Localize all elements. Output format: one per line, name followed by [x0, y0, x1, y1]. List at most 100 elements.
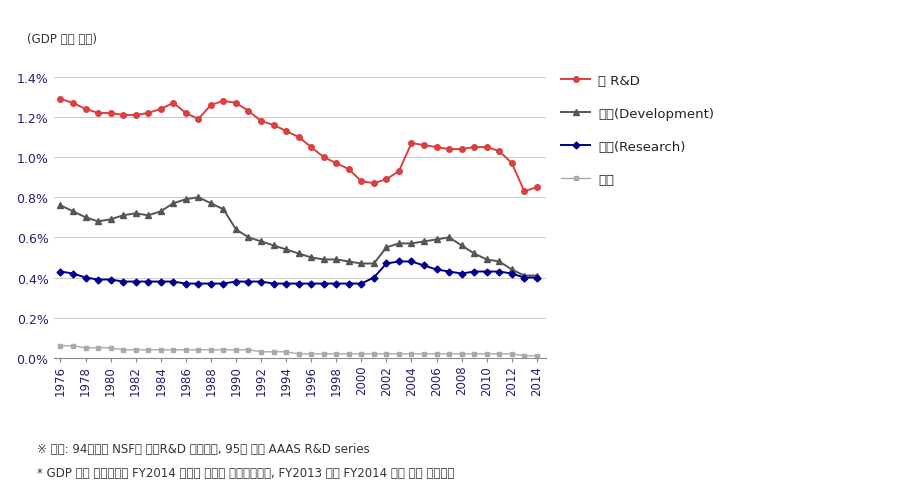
연구(Research) — [306, 281, 317, 287]
시설 — [193, 347, 204, 353]
총 R&D — [142, 111, 153, 117]
총 R&D — [406, 141, 417, 147]
연구(Research) — [418, 263, 429, 269]
Line: 시설: 시설 — [59, 344, 539, 358]
개발(Development) — [469, 251, 480, 257]
시설 — [344, 351, 355, 357]
개발(Development) — [80, 215, 91, 221]
연구(Research) — [318, 281, 329, 287]
총 R&D — [93, 111, 104, 117]
연구(Research) — [380, 261, 391, 267]
연구(Research) — [293, 281, 304, 287]
시설 — [231, 347, 242, 353]
연구(Research) — [344, 281, 355, 287]
시설 — [306, 351, 317, 357]
시설 — [80, 345, 91, 351]
총 R&D — [293, 135, 304, 141]
총 R&D — [356, 179, 367, 185]
연구(Research) — [456, 271, 467, 277]
총 R&D — [431, 145, 442, 151]
총 R&D — [393, 169, 404, 175]
시설 — [280, 349, 291, 355]
시설 — [205, 347, 216, 353]
총 R&D — [369, 181, 380, 187]
총 R&D — [130, 113, 142, 119]
개발(Development) — [318, 257, 329, 263]
Legend: 총 R&D, 개발(Development), 연구(Research), 시설: 총 R&D, 개발(Development), 연구(Research), 시설 — [557, 70, 718, 191]
총 R&D — [205, 103, 216, 109]
개발(Development) — [118, 213, 129, 219]
개발(Development) — [444, 235, 455, 241]
시설 — [494, 351, 505, 357]
시설 — [67, 343, 78, 349]
연구(Research) — [519, 275, 530, 281]
연구(Research) — [406, 259, 417, 265]
총 R&D — [531, 185, 542, 191]
시설 — [531, 353, 542, 359]
Line: 총 R&D: 총 R&D — [58, 97, 539, 195]
개발(Development) — [331, 257, 342, 263]
총 R&D — [193, 117, 204, 122]
개발(Development) — [168, 201, 179, 207]
개발(Development) — [205, 201, 216, 207]
개발(Development) — [155, 209, 166, 215]
연구(Research) — [431, 267, 442, 273]
총 R&D — [168, 101, 179, 106]
연구(Research) — [444, 269, 455, 275]
개발(Development) — [431, 237, 442, 243]
총 R&D — [80, 107, 91, 113]
총 R&D — [494, 149, 505, 155]
개발(Development) — [243, 235, 254, 241]
개발(Development) — [130, 211, 142, 217]
Line: 개발(Development): 개발(Development) — [57, 195, 540, 279]
개발(Development) — [531, 273, 542, 279]
연구(Research) — [93, 277, 104, 283]
총 R&D — [506, 161, 517, 167]
시설 — [142, 347, 153, 353]
총 R&D — [519, 189, 530, 195]
시설 — [482, 351, 493, 357]
총 R&D — [482, 145, 493, 151]
연구(Research) — [168, 279, 179, 285]
개발(Development) — [67, 209, 78, 215]
시설 — [218, 347, 229, 353]
총 R&D — [306, 145, 317, 151]
총 R&D — [418, 143, 429, 149]
총 R&D — [218, 99, 229, 104]
총 R&D — [444, 147, 455, 153]
연구(Research) — [243, 279, 254, 285]
개발(Development) — [418, 239, 429, 245]
개발(Development) — [356, 261, 367, 267]
총 R&D — [318, 155, 329, 161]
시설 — [406, 351, 417, 357]
시설 — [318, 351, 329, 357]
연구(Research) — [67, 271, 78, 277]
연구(Research) — [193, 281, 204, 287]
Line: 연구(Research): 연구(Research) — [58, 260, 539, 286]
총 R&D — [55, 97, 66, 102]
개발(Development) — [456, 243, 467, 249]
시설 — [118, 347, 129, 353]
개발(Development) — [306, 255, 317, 261]
연구(Research) — [482, 269, 493, 275]
총 R&D — [231, 101, 242, 106]
시설 — [418, 351, 429, 357]
시설 — [55, 343, 66, 349]
개발(Development) — [393, 241, 404, 247]
시설 — [168, 347, 179, 353]
개발(Development) — [506, 267, 517, 273]
연구(Research) — [369, 275, 380, 281]
연구(Research) — [80, 275, 91, 281]
시설 — [105, 345, 116, 351]
연구(Research) — [255, 279, 267, 285]
시설 — [456, 351, 467, 357]
연구(Research) — [55, 269, 66, 275]
개발(Development) — [255, 239, 267, 245]
개발(Development) — [369, 261, 380, 267]
시설 — [331, 351, 342, 357]
총 R&D — [344, 167, 355, 173]
시설 — [356, 351, 367, 357]
총 R&D — [469, 145, 480, 151]
시설 — [393, 351, 404, 357]
시설 — [155, 347, 166, 353]
